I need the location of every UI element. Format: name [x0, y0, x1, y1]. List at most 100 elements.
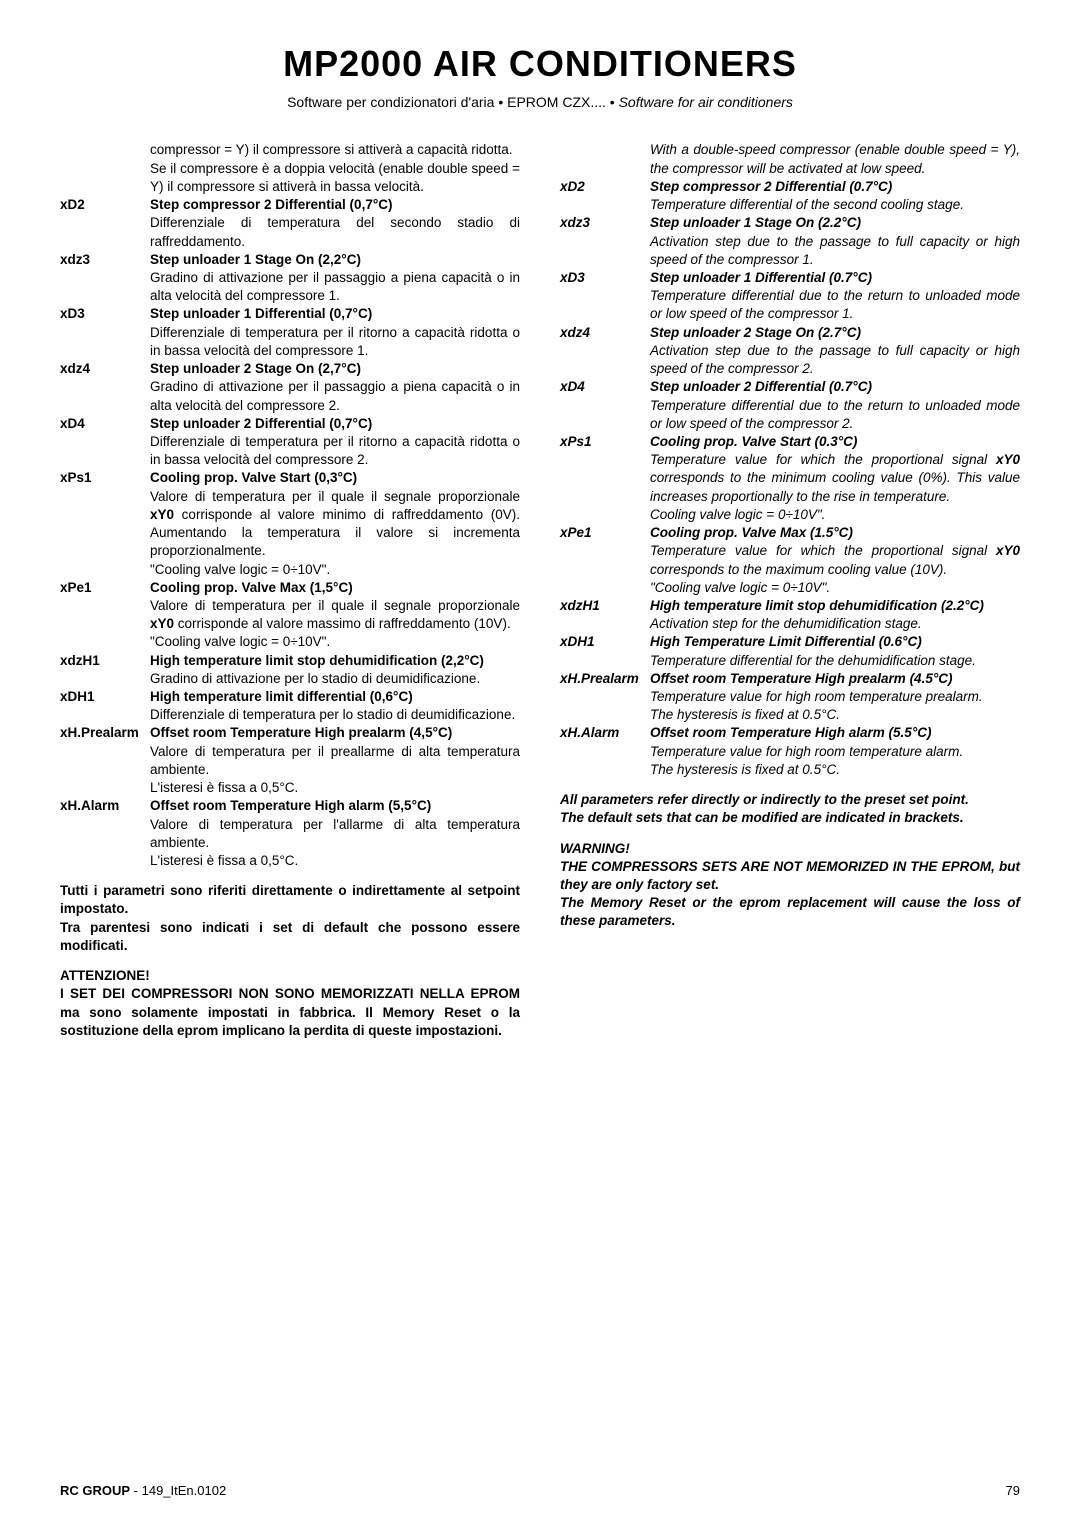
param-body: Gradino di attivazione per il passaggio …: [150, 270, 520, 303]
param-title: Step unloader 2 Differential (0,7°C): [150, 416, 372, 431]
param-label: xDH1: [560, 633, 650, 669]
param-title: Cooling prop. Valve Max (1,5°C): [150, 580, 353, 595]
param-text: High temperature limit stop dehumidifica…: [650, 597, 1020, 633]
param-body: Gradino di attivazione per lo stadio di …: [150, 671, 480, 686]
subtitle-italic: Software for air conditioners: [619, 94, 793, 110]
param-text: Step unloader 2 Differential (0,7°C)Diff…: [150, 415, 520, 470]
param-row: xDH1High temperature limit differential …: [60, 688, 520, 724]
param-row: xD2Step compressor 2 Differential (0.7°C…: [560, 178, 1020, 214]
left-intro2: Se il compressore è a doppia velocità (e…: [150, 160, 520, 196]
param-label: xdzH1: [560, 597, 650, 633]
param-title: Step unloader 1 Differential (0.7°C): [650, 270, 872, 285]
param-text: Cooling prop. Valve Max (1.5°C)Temperatu…: [650, 524, 1020, 597]
param-label: xD2: [60, 196, 150, 251]
param-body: Temperature value for high room temperat…: [650, 689, 983, 704]
param-label: xDH1: [60, 688, 150, 724]
param-label: xH.Prealarm: [60, 724, 150, 797]
param-row: xD2Step compressor 2 Differential (0,7°C…: [60, 196, 520, 251]
param-text: Cooling prop. Valve Start (0,3°C) Valore …: [150, 469, 520, 578]
param-text: Step unloader 1 Differential (0.7°C) Temp…: [650, 269, 1020, 324]
param-row: xPs1Cooling prop. Valve Start (0,3°C)Val…: [60, 469, 520, 578]
param-text: Cooling prop. Valve Start (0.3°C) Tempera…: [650, 433, 1020, 524]
param-label: xPe1: [560, 524, 650, 597]
param-extra: "Cooling valve logic = 0÷10V".: [150, 634, 330, 649]
param-row: xPe1Cooling prop. Valve Max (1,5°C) Valor…: [60, 579, 520, 652]
param-label: xdz3: [560, 214, 650, 269]
right-column: With a double-speed compressor (enable d…: [560, 141, 1020, 1040]
param-title: Cooling prop. Valve Start (0.3°C): [650, 434, 857, 449]
param-row: xD4Step unloader 2 Differential (0,7°C)D…: [60, 415, 520, 470]
param-label: xD2: [560, 178, 650, 214]
param-body: Temperature value for which the proporti…: [650, 452, 1020, 503]
footer-left: RC GROUP - 149_ItEn.0102: [60, 1482, 226, 1500]
right-note2: The default sets that can be modified ar…: [560, 809, 1020, 827]
param-text: Offset room Temperature High prealarm (4…: [650, 670, 1020, 725]
param-title: High temperature limit differential (0,6…: [150, 689, 413, 704]
param-text: Offset room Temperature High prealarm (4…: [150, 724, 520, 797]
param-row: xD3Step unloader 1 Differential (0.7°C) T…: [560, 269, 1020, 324]
param-text: Step unloader 1 Stage On (2,2°C) Gradino …: [150, 251, 520, 306]
param-row: xDH1High Temperature Limit Differential …: [560, 633, 1020, 669]
param-body: Valore di temperatura per il quale il se…: [150, 489, 520, 559]
doc-title: MP2000 AIR CONDITIONERS: [60, 40, 1020, 89]
param-text: Offset room Temperature High alarm (5,5°…: [150, 797, 520, 870]
param-body: Temperature differential for the dehumid…: [650, 653, 976, 668]
param-text: Step unloader 1 Stage On (2.2°C)Activati…: [650, 214, 1020, 269]
param-label: xD4: [560, 378, 650, 433]
param-title: High Temperature Limit Differential (0.6…: [650, 634, 922, 649]
left-note1: Tutti i parametri sono riferiti direttam…: [60, 882, 520, 918]
footer-page: 79: [1006, 1482, 1020, 1500]
param-row: xD3Step unloader 1 Differential (0,7°C) D…: [60, 305, 520, 360]
param-body: Differenziale di temperatura per il rito…: [150, 325, 520, 358]
param-title: Step unloader 1 Stage On (2,2°C): [150, 252, 361, 267]
param-title: High temperature limit stop dehumidifica…: [650, 598, 984, 613]
param-title: Step unloader 1 Differential (0,7°C): [150, 306, 372, 321]
param-body: Differenziale di temperatura del secondo…: [150, 215, 520, 248]
param-row: xPe1Cooling prop. Valve Max (1.5°C)Tempe…: [560, 524, 1020, 597]
param-label: xdz4: [60, 360, 150, 415]
subtitle-plain: Software per condizionatori d'aria • EPR…: [287, 94, 619, 110]
content-columns: compressor = Y) il compressore si attive…: [60, 141, 1020, 1040]
param-body: Activation step for the dehumidification…: [650, 616, 922, 631]
left-intro1: compressor = Y) il compressore si attive…: [150, 141, 520, 159]
param-row: xH.PrealarmOffset room Temperature High …: [60, 724, 520, 797]
param-extra: L'isteresi è fissa a 0,5°C.: [150, 853, 298, 868]
param-row: xPs1Cooling prop. Valve Start (0.3°C)Tem…: [560, 433, 1020, 524]
param-title: High temperature limit stop dehumidifica…: [150, 653, 484, 668]
param-body: Gradino di attivazione per il passaggio …: [150, 379, 520, 412]
doc-subtitle: Software per condizionatori d'aria • EPR…: [60, 93, 1020, 112]
param-text: Step unloader 2 Stage On (2.7°C)Activati…: [650, 324, 1020, 379]
param-body: Temperature value for which the proporti…: [650, 543, 1020, 576]
param-row: xH.AlarmOffset room Temperature High ala…: [60, 797, 520, 870]
footer-left-bold: RC GROUP: [60, 1483, 130, 1498]
left-note2: Tra parentesi sono indicati i set di def…: [60, 919, 520, 955]
param-text: High temperature limit differential (0,6…: [150, 688, 520, 724]
param-row: xD4Step unloader 2 Differential (0.7°C)T…: [560, 378, 1020, 433]
left-warn-text: I SET DEI COMPRESSORI NON SONO MEMORIZZA…: [60, 985, 520, 1040]
param-body: Temperature differential of the second c…: [650, 197, 964, 212]
param-title: Step compressor 2 Differential (0,7°C): [150, 197, 392, 212]
param-title: Cooling prop. Valve Start (0,3°C): [150, 470, 357, 485]
right-warn-title: WARNING!: [560, 840, 1020, 858]
param-label: xH.Prealarm: [560, 670, 650, 725]
param-row: xdzH1High temperature limit stop dehumid…: [60, 652, 520, 688]
param-label: xD4: [60, 415, 150, 470]
param-text: Step compressor 2 Differential (0.7°C)Te…: [650, 178, 1020, 214]
param-title: Step unloader 2 Stage On (2,7°C): [150, 361, 361, 376]
param-label: xD3: [60, 305, 150, 360]
param-label: xPe1: [60, 579, 150, 652]
param-text: High temperature limit stop dehumidifica…: [150, 652, 520, 688]
param-label: xD3: [560, 269, 650, 324]
param-label: xdzH1: [60, 652, 150, 688]
param-body: Differenziale di temperatura per lo stad…: [150, 707, 515, 722]
param-body: Temperature differential due to the retu…: [650, 288, 1020, 321]
param-body: Activation step due to the passage to fu…: [650, 343, 1020, 376]
left-column: compressor = Y) il compressore si attive…: [60, 141, 520, 1040]
param-label: xH.Alarm: [560, 724, 650, 779]
param-row: xdz4Step unloader 2 Stage On (2.7°C)Acti…: [560, 324, 1020, 379]
param-title: Offset room Temperature High prealarm (4…: [150, 725, 452, 740]
param-body: Valore di temperatura per il quale il se…: [150, 598, 520, 631]
param-row: xH.AlarmOffset room Temperature High ala…: [560, 724, 1020, 779]
param-text: Step unloader 1 Differential (0,7°C) Diff…: [150, 305, 520, 360]
param-row: xH.PrealarmOffset room Temperature High …: [560, 670, 1020, 725]
